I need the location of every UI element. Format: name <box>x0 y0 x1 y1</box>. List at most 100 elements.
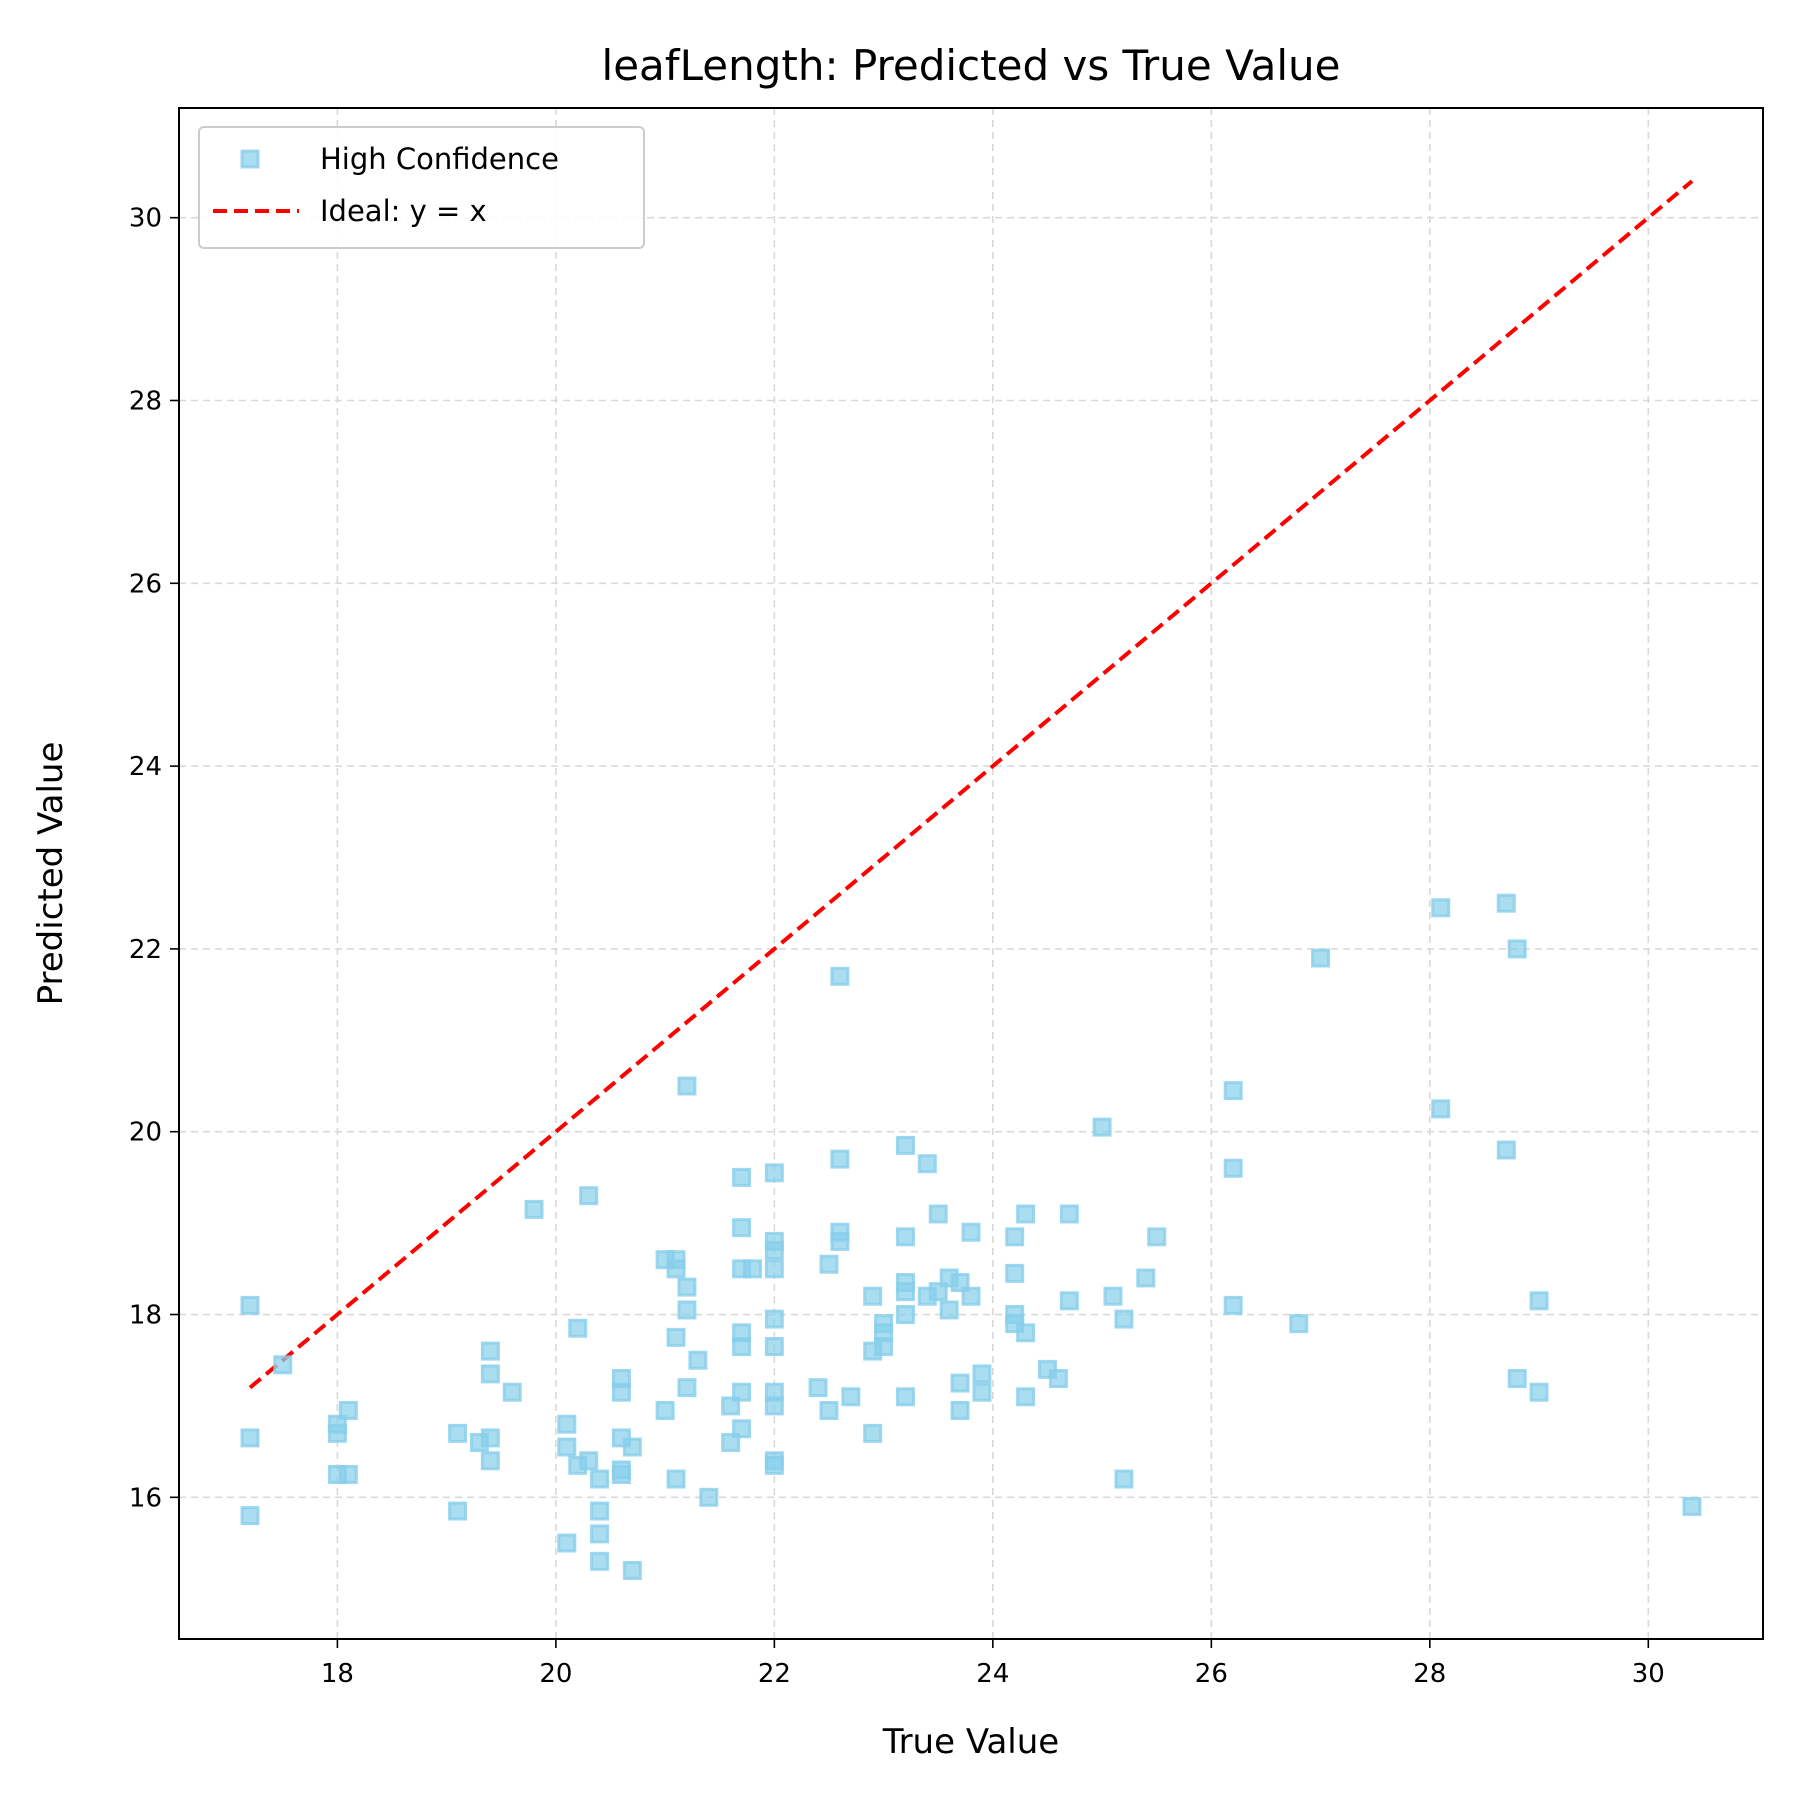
data-point <box>677 1277 697 1297</box>
data-point <box>579 1451 599 1471</box>
data-point <box>590 1501 610 1521</box>
data-point <box>732 1337 752 1357</box>
data-point <box>480 1451 500 1471</box>
data-point <box>1223 1158 1243 1178</box>
y-axis-label: Predicted Value <box>31 742 71 1006</box>
data-point <box>928 1282 948 1302</box>
data-point <box>666 1259 686 1279</box>
data-point <box>240 1428 260 1448</box>
data-point <box>961 1222 981 1242</box>
data-point <box>721 1396 741 1416</box>
data-point <box>1059 1204 1079 1224</box>
data-point <box>1016 1387 1036 1407</box>
data-point <box>327 1423 347 1443</box>
data-point <box>895 1135 915 1155</box>
data-point <box>764 1163 784 1183</box>
data-point <box>480 1364 500 1384</box>
data-point <box>819 1254 839 1274</box>
data-point <box>1016 1204 1036 1224</box>
data-point <box>1092 1117 1112 1137</box>
data-point <box>568 1318 588 1338</box>
data-point <box>819 1400 839 1420</box>
data-point <box>1005 1263 1025 1283</box>
chart-title: leafLength: Predicted vs True Value <box>602 41 1341 90</box>
data-point <box>961 1286 981 1306</box>
data-point <box>557 1437 577 1457</box>
data-point <box>240 1506 260 1526</box>
data-point <box>863 1286 883 1306</box>
data-point <box>1529 1382 1549 1402</box>
data-point <box>743 1259 763 1279</box>
data-point <box>622 1560 642 1580</box>
data-point <box>273 1355 293 1375</box>
data-point <box>972 1382 992 1402</box>
data-point <box>448 1501 468 1521</box>
x-tick-label: 28 <box>1413 1659 1446 1689</box>
data-point <box>1114 1309 1134 1329</box>
data-point <box>611 1382 631 1402</box>
x-tick-label: 18 <box>321 1659 354 1689</box>
data-point <box>1496 893 1516 913</box>
data-point <box>1223 1081 1243 1101</box>
data-point <box>950 1400 970 1420</box>
x-tick-label: 26 <box>1195 1659 1228 1689</box>
y-tick-label: 26 <box>129 569 162 599</box>
data-point <box>655 1400 675 1420</box>
data-point <box>830 966 850 986</box>
data-point <box>1005 1227 1025 1247</box>
y-tick-label: 30 <box>129 204 162 234</box>
data-point <box>1507 939 1527 959</box>
data-point <box>1431 1099 1451 1119</box>
data-point <box>557 1414 577 1434</box>
data-point <box>1048 1369 1068 1389</box>
data-point <box>579 1186 599 1206</box>
data-point <box>524 1199 544 1219</box>
y-tick-label: 22 <box>129 935 162 965</box>
legend-marker-high-confidence <box>240 149 260 169</box>
legend-label-high-confidence: High Confidence <box>320 142 559 176</box>
data-point <box>1016 1323 1036 1343</box>
data-point <box>895 1282 915 1302</box>
data-point <box>732 1382 752 1402</box>
data-point <box>808 1378 828 1398</box>
data-point <box>764 1337 784 1357</box>
data-point <box>928 1204 948 1224</box>
data-point <box>841 1387 861 1407</box>
data-point <box>666 1469 686 1489</box>
data-point <box>590 1524 610 1544</box>
data-point <box>1289 1314 1309 1334</box>
data-point <box>1059 1291 1079 1311</box>
data-point <box>721 1432 741 1452</box>
y-tick-label: 18 <box>129 1301 162 1331</box>
data-point <box>666 1327 686 1347</box>
data-point <box>448 1423 468 1443</box>
x-tick-label: 30 <box>1632 1659 1665 1689</box>
y-tick-label: 16 <box>129 1483 162 1513</box>
data-point <box>764 1396 784 1416</box>
data-point <box>732 1419 752 1439</box>
data-point <box>240 1295 260 1315</box>
plot-frame <box>178 107 1764 1640</box>
y-tick-label: 28 <box>129 386 162 416</box>
ideal-line-layer <box>248 179 1694 1390</box>
data-point <box>677 1076 697 1096</box>
legend: High Confidence Ideal: y = x <box>198 126 645 249</box>
data-point <box>732 1218 752 1238</box>
data-point <box>764 1455 784 1475</box>
data-point <box>1114 1469 1134 1489</box>
data-point <box>480 1428 500 1448</box>
data-point <box>917 1154 937 1174</box>
grid-layer <box>179 108 1763 1639</box>
data-point <box>611 1464 631 1484</box>
data-point <box>764 1309 784 1329</box>
legend-label-ideal-line: Ideal: y = x <box>320 194 487 228</box>
data-point <box>732 1167 752 1187</box>
data-point <box>1147 1227 1167 1247</box>
data-point <box>895 1305 915 1325</box>
data-point <box>1496 1140 1516 1160</box>
data-point <box>1682 1496 1702 1516</box>
data-point <box>1103 1286 1123 1306</box>
ideal-line <box>248 179 1694 1390</box>
x-tick-label: 20 <box>539 1659 572 1689</box>
